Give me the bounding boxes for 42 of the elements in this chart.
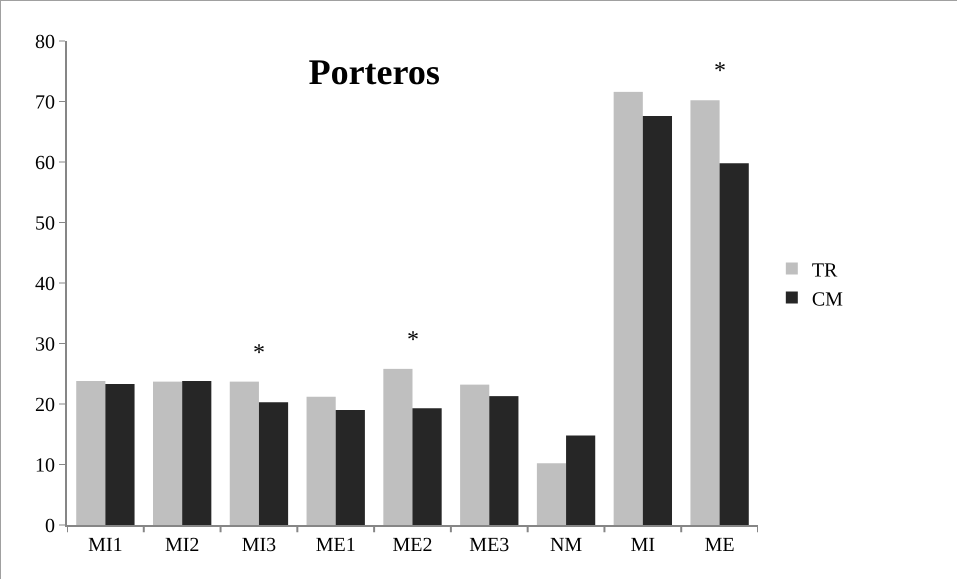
bar [152,382,182,525]
x-tick-label: ME [704,534,735,556]
x-tick-label: ME2 [392,534,432,556]
bar [720,163,749,525]
bar [306,396,336,525]
x-tick-label: NM [550,534,582,556]
bar [614,92,643,525]
x-tick-label: MI3 [242,534,276,556]
y-tick-label: 80 [35,31,55,53]
y-tick-label: 50 [35,212,55,234]
bar [258,402,288,525]
y-tick-label: 10 [35,454,55,476]
bar [412,408,442,525]
chart-title: Porteros [308,52,440,92]
bar [230,382,259,525]
bar [536,463,566,525]
x-tick-label: MI1 [88,534,123,556]
bar [76,381,106,525]
bar [336,410,365,525]
x-tick-label: MI2 [164,534,200,556]
x-tick-label: MI [630,534,656,556]
bar [182,381,212,525]
legend-label: CM [812,288,844,310]
bar [460,384,490,525]
bar [489,396,518,525]
annotation: * [407,327,419,353]
annotation: * [253,340,265,366]
bar [642,116,672,525]
y-tick-label: 20 [35,394,55,416]
bar [105,384,135,525]
annotation: * [714,58,726,84]
y-tick-label: 60 [35,152,55,174]
y-tick-label: 70 [35,92,55,114]
y-tick-label: 30 [35,334,55,356]
x-tick-label: ME3 [469,534,510,556]
legend-label: TR [812,259,838,282]
bar [690,100,720,525]
x-tick-label: ME1 [316,534,356,556]
bar [383,368,412,525]
y-tick-label: 0 [45,515,55,537]
bar [566,435,596,525]
y-tick-label: 40 [35,273,55,295]
